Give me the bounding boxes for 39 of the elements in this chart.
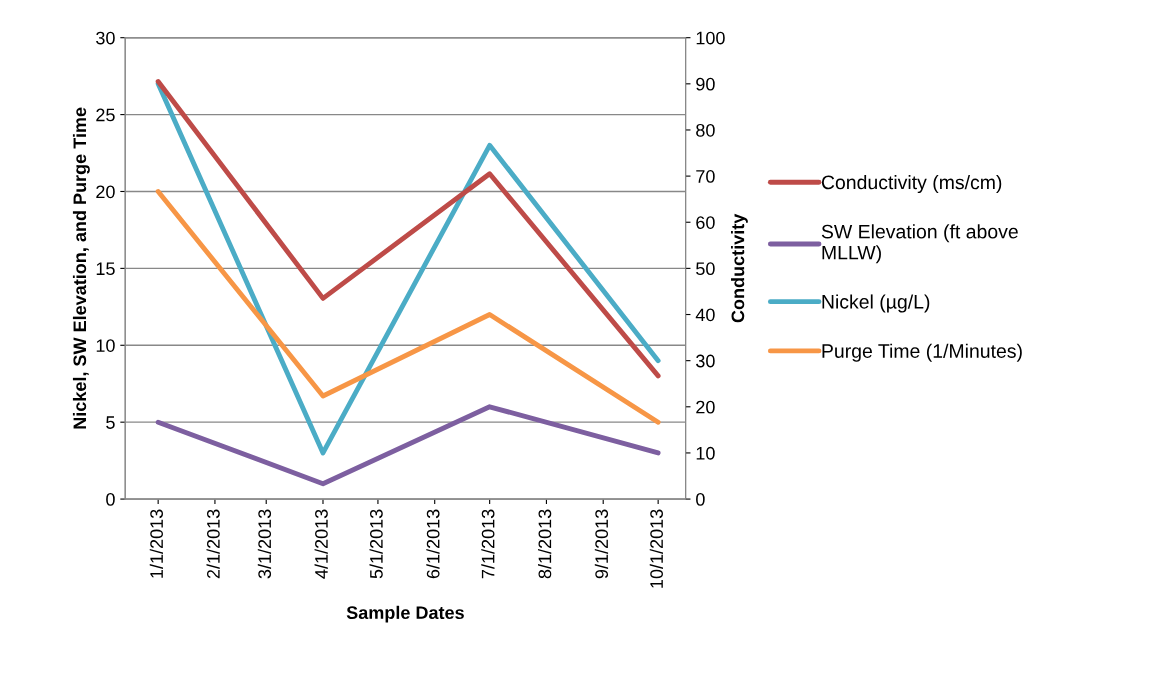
y2-tick-label: 20 (696, 400, 715, 414)
y2-tick-label: 60 (696, 216, 715, 229)
x-tick-label: 7/1/2013 (481, 509, 495, 579)
x-tick-label: 1/1/2013 (149, 509, 163, 578)
y2-tick-label: 50 (696, 262, 715, 276)
y2-tick-label: 90 (696, 77, 715, 91)
legend-label: Purge Time (1/Minutes) (822, 343, 1022, 362)
line-series (155, 404, 661, 487)
line-series (155, 81, 661, 456)
y-axis-title: Nickel, SW Elevation, and Purge Time (72, 107, 90, 429)
x-tick-label: 2/1/2013 (206, 509, 220, 579)
x-tick-label: 5/1/2013 (369, 509, 383, 579)
x-tick-label: 6/1/2013 (426, 509, 440, 579)
y2-tick-label: 10 (696, 446, 715, 460)
y-tick-label: 25 (96, 108, 115, 122)
legend-label: SW Elevation (ft above MLLW) (821, 224, 1018, 264)
legend-label: Conductivity (ms/cm) (821, 174, 1002, 194)
y-tick-label: 15 (96, 262, 115, 276)
y2-axis-title: Conductivity (731, 213, 748, 323)
x-tick-label: 9/1/2013 (594, 509, 609, 579)
y2-tick-label: 100 (696, 31, 725, 45)
y2-tick-label: 70 (696, 170, 715, 183)
y-tick-label: 10 (96, 339, 115, 352)
y-tick-label: 0 (106, 493, 115, 506)
x-tick-label: 10/1/2013 (649, 509, 663, 588)
x-tick-label: 8/1/2013 (538, 509, 552, 579)
y2-tick-label: 0 (696, 493, 705, 506)
y2-tick-label: 80 (696, 123, 715, 137)
y-tick-label: 20 (96, 185, 115, 199)
line-series (155, 79, 661, 379)
y-tick-label: 5 (106, 416, 115, 429)
y-tick-label: 30 (96, 31, 115, 45)
y2-tick-label: 30 (696, 354, 715, 368)
legend-label: Nickel (µg/L) (822, 294, 930, 313)
x-tick-label: 4/1/2013 (314, 509, 328, 579)
y2-tick-label: 40 (695, 308, 715, 322)
x-axis-title: Sample Dates (346, 605, 464, 623)
x-tick-label: 3/1/2013 (257, 509, 272, 579)
line-series (155, 189, 661, 425)
